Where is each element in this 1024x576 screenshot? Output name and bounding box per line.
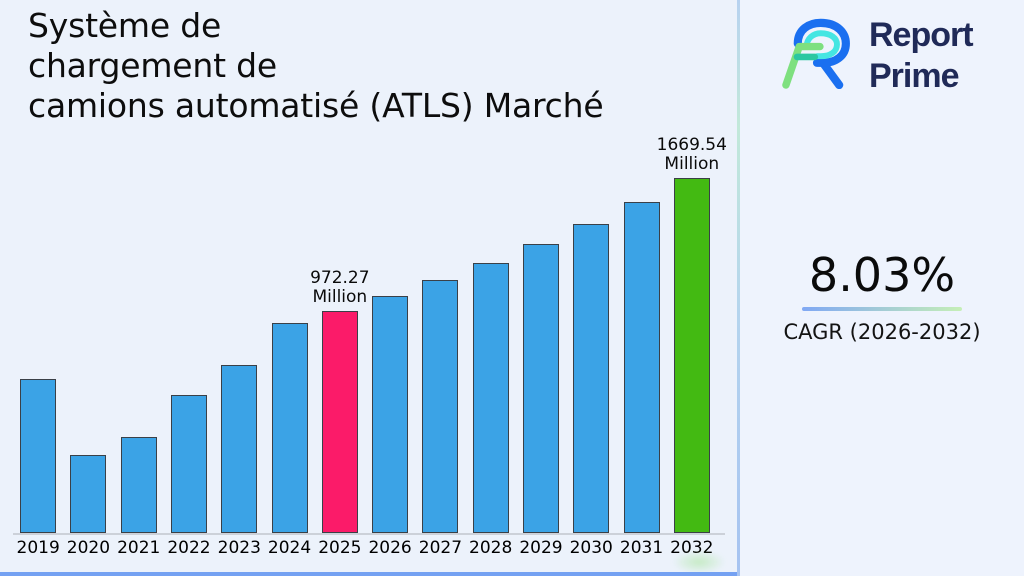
- x-tick-label-2030: 2030: [569, 538, 613, 558]
- bar-column-2028: 2028: [466, 140, 516, 558]
- x-tick-label-2026: 2026: [368, 538, 412, 558]
- report-prime-logo-icon: [782, 18, 850, 89]
- x-tick-label-2024: 2024: [267, 538, 312, 558]
- x-tick-label-2020: 2020: [66, 538, 111, 558]
- bar-value-label-2025: 972.27 Million: [310, 268, 370, 308]
- cagr-underline: [802, 307, 962, 311]
- bar-2023: [221, 365, 258, 533]
- bar-column-2027: 2027: [415, 140, 465, 558]
- bar-chart: 2019 2020 2021 2022 2023 2024 2025 972.27 Milli…: [13, 136, 727, 558]
- brand-name-line2: Prime: [869, 57, 959, 95]
- bar-column-2026: 2026: [365, 140, 415, 558]
- x-tick-label-2032: 2032: [670, 538, 714, 558]
- decorative-glow: [672, 550, 726, 574]
- bottom-accent-bar: [0, 572, 737, 576]
- bar-2031: [623, 201, 660, 533]
- bar-column-2024: 2024: [264, 140, 314, 558]
- bar-2020: [70, 455, 107, 533]
- bar-2021: [120, 436, 157, 533]
- bar-2019: [20, 379, 57, 533]
- cagr-label: CAGR (2026-2032): [783, 320, 981, 344]
- bar-column-2025: 2025 972.27 Million: [310, 140, 369, 558]
- bar-2025: [321, 311, 358, 533]
- x-tick-label-2019: 2019: [16, 538, 60, 558]
- x-tick-label-2029: 2029: [519, 538, 563, 558]
- brand-name: Report Prime: [869, 15, 974, 97]
- bar-column-2031: 2031: [616, 140, 666, 558]
- brand-name-line1: Report: [869, 16, 974, 54]
- bar-2029: [522, 244, 559, 533]
- x-tick-label-2023: 2023: [217, 538, 261, 558]
- bar-2022: [170, 395, 207, 533]
- x-axis-line: [13, 533, 725, 535]
- bar-column-2023: 2023: [214, 140, 264, 558]
- bar-column-2022: 2022: [164, 140, 214, 558]
- x-tick-label-2027: 2027: [418, 538, 463, 558]
- x-tick-label-2031: 2031: [619, 538, 664, 558]
- bar-value-label-2032: 1669.54 Million: [656, 135, 727, 175]
- x-tick-label-2025: 2025: [318, 538, 362, 558]
- bars-container: 2019 2020 2021 2022 2023 2024 2025 972.27 Milli…: [13, 136, 727, 558]
- page-title: Système de chargement de camions automat…: [28, 6, 604, 125]
- bar-column-2021: 2021: [114, 140, 164, 558]
- bar-column-2019: 2019: [13, 140, 63, 558]
- brand-logo: Report Prime: [780, 13, 974, 97]
- x-tick-label-2028: 2028: [469, 538, 513, 558]
- bar-column-2030: 2030: [566, 140, 616, 558]
- cagr-value: 8.03%: [808, 248, 956, 302]
- bar-2032: [673, 178, 710, 533]
- bar-column-2032: 2032 1669.54 Million: [657, 136, 727, 558]
- bar-2027: [422, 280, 459, 533]
- cagr-block: 8.03% CAGR (2026-2032): [740, 248, 1024, 344]
- bar-2030: [573, 223, 610, 533]
- panel-divider: [737, 0, 740, 576]
- bar-column-2020: 2020: [63, 140, 113, 558]
- bar-2026: [372, 296, 409, 533]
- bar-column-2029: 2029: [516, 140, 566, 558]
- x-tick-label-2022: 2022: [167, 538, 211, 558]
- bar-2028: [472, 262, 509, 533]
- summary-panel-background: [740, 0, 1024, 576]
- x-tick-label-2021: 2021: [117, 538, 161, 558]
- bar-2024: [271, 323, 308, 533]
